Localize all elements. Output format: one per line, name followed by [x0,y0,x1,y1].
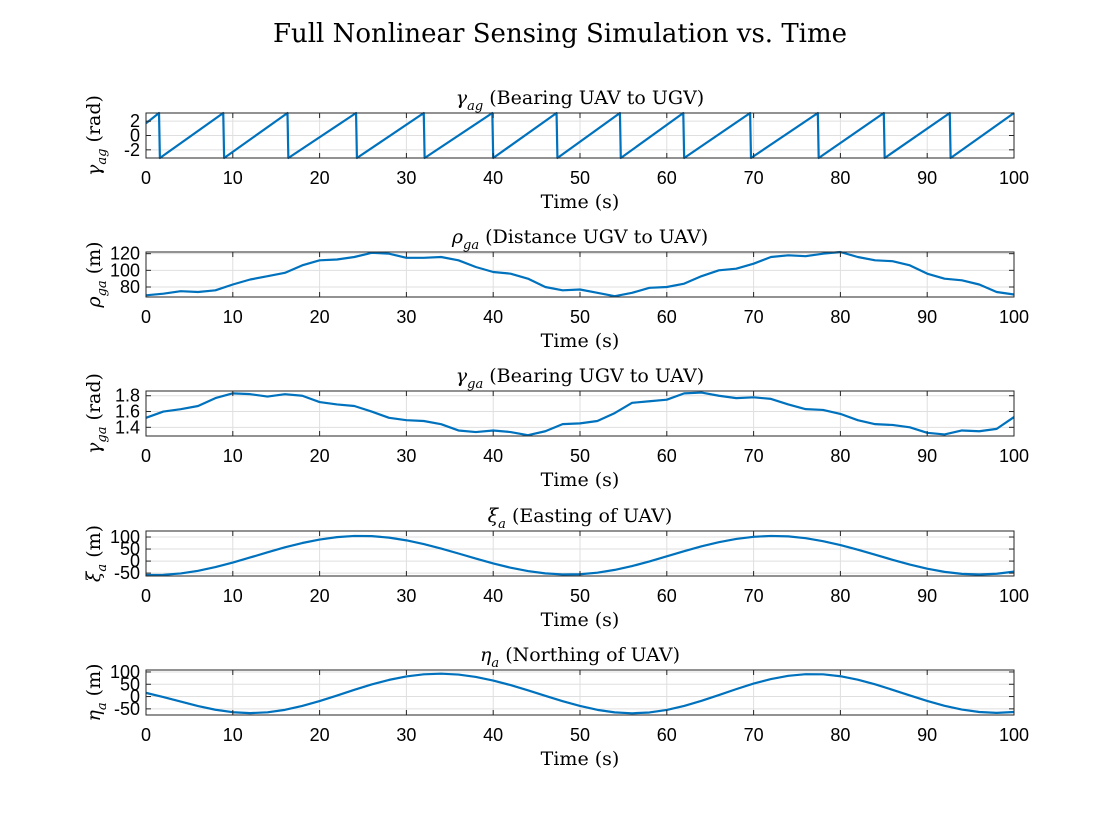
x-tick-label: 10 [223,725,243,745]
x-tick-label: 90 [917,446,937,466]
x-tick-label: 80 [830,446,850,466]
x-tick-label: 50 [570,586,590,606]
x-tick-label: 0 [141,586,151,606]
y-tick-label: 0 [130,687,140,707]
x-tick-label: 0 [141,725,151,745]
x-tick-label: 90 [917,725,937,745]
x-tick-label: 0 [141,446,151,466]
x-tick-label: 20 [310,446,330,466]
y-tick-label: 2 [130,111,140,131]
x-tick-label: 60 [657,725,677,745]
y-tick-label: 120 [110,244,140,264]
y-tick-label: 1.4 [115,417,140,437]
figure-title: Full Nonlinear Sensing Simulation vs. Ti… [273,19,847,49]
x-tick-label: 60 [657,307,677,327]
subplot-3: 0 10 20 30 40 50 60 70 80 90 100 1.41.61.8 γga (Bear… [83,365,1029,491]
x-tick-label: 70 [744,725,764,745]
subplot-title: γga (Bearing UGV to UAV) [456,365,704,392]
y-tick-label: 0 [130,551,140,571]
x-axis-label: Time (s) [541,330,620,352]
x-tick-label: 70 [744,307,764,327]
x-tick-label: 60 [657,586,677,606]
x-tick-label: 20 [310,725,330,745]
subplot-title: γag (Bearing UAV to UGV) [456,87,704,114]
x-tick-label: 90 [917,168,937,188]
x-tick-label: 70 [744,168,764,188]
subplot-title: ξa (Easting of UAV) [488,505,673,532]
x-tick-label: 50 [570,307,590,327]
y-tick-label: 50 [120,539,140,559]
x-tick-label: 30 [396,168,416,188]
x-tick-label: 20 [310,586,330,606]
x-tick-label: 40 [483,446,503,466]
x-tick-label: 50 [570,725,590,745]
x-tick-label: 100 [999,168,1029,188]
x-tick-label: 70 [744,446,764,466]
x-tick-label: 30 [396,307,416,327]
x-tick-label: 50 [570,446,590,466]
x-tick-label: 70 [744,586,764,606]
x-tick-label: 100 [999,446,1029,466]
x-tick-label: 30 [396,725,416,745]
y-axis-label: ξa (m) [83,525,110,582]
x-tick-label: 80 [830,168,850,188]
x-tick-label: 80 [830,307,850,327]
x-tick-label: 20 [310,307,330,327]
x-tick-label: 40 [483,307,503,327]
x-tick-label: 0 [141,168,151,188]
x-tick-label: 90 [917,586,937,606]
x-tick-label: 30 [396,586,416,606]
y-axis-label: ηa (m) [83,663,110,721]
x-axis-label: Time (s) [541,191,620,213]
series-line [145,391,1015,437]
y-tick-label: -50 [114,699,140,719]
y-tick-label: -50 [114,563,140,583]
series-line [145,111,1015,160]
y-tick-label: 100 [110,527,140,547]
subplot-title: ηa (Northing of UAV) [480,644,680,671]
x-tick-label: 100 [999,307,1029,327]
series-line [145,250,1015,298]
x-tick-label: 30 [396,446,416,466]
x-tick-label: 100 [999,725,1029,745]
x-axis-label: Time (s) [541,469,620,491]
x-tick-label: 60 [657,168,677,188]
x-axis-label: Time (s) [541,609,620,631]
x-tick-label: 10 [223,168,243,188]
x-tick-label: 80 [830,725,850,745]
x-tick-label: 40 [483,725,503,745]
y-axis-label: γga (rad) [83,373,110,454]
y-axis-label: ρga (m) [83,241,110,308]
x-tick-label: 90 [917,307,937,327]
x-tick-label: 100 [999,586,1029,606]
x-tick-label: 40 [483,168,503,188]
x-tick-label: 50 [570,168,590,188]
y-axis-label: γag (rad) [83,95,110,176]
x-tick-label: 40 [483,586,503,606]
y-tick-label: 50 [120,674,140,694]
x-tick-label: 10 [223,586,243,606]
x-tick-label: 60 [657,446,677,466]
y-tick-label: 100 [110,260,140,280]
y-tick-label: 100 [110,662,140,682]
series-line [145,672,1015,715]
y-tick-label: 0 [130,126,140,146]
subplot-title: ρga (Distance UGV to UAV) [451,226,708,253]
y-tick-label: 1.6 [115,402,140,422]
x-tick-label: 10 [223,446,243,466]
x-axis-label: Time (s) [541,748,620,770]
y-tick-label: -2 [124,140,140,160]
x-tick-label: 80 [830,586,850,606]
x-tick-label: 10 [223,307,243,327]
y-tick-label: 1.8 [115,386,140,406]
x-tick-label: 0 [141,307,151,327]
x-tick-label: 20 [310,168,330,188]
y-tick-label: 80 [120,277,140,297]
